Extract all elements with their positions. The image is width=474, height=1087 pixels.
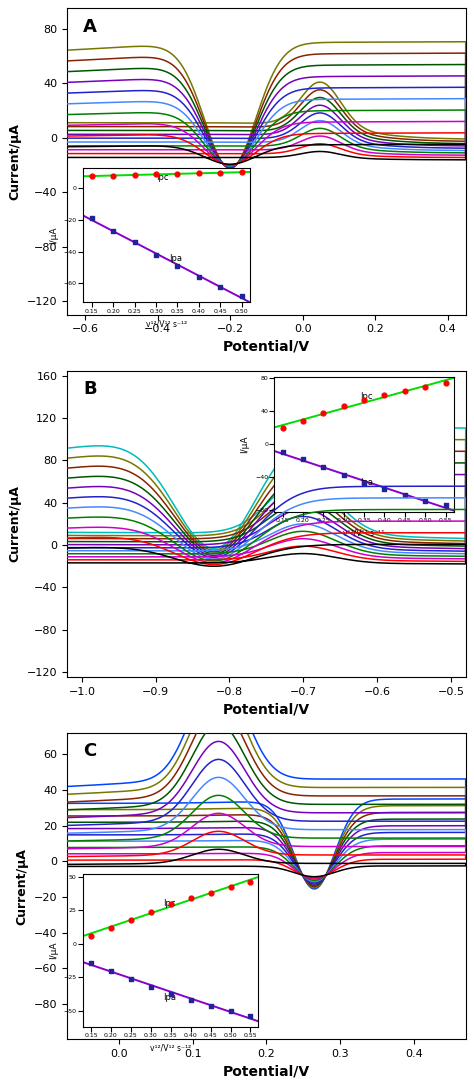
Y-axis label: Current/μA: Current/μA (15, 848, 28, 925)
Text: B: B (83, 379, 97, 398)
X-axis label: Potential/V: Potential/V (223, 702, 310, 716)
X-axis label: Potential/V: Potential/V (223, 1064, 310, 1078)
Text: A: A (83, 17, 97, 36)
Text: C: C (83, 742, 96, 760)
X-axis label: Potential/V: Potential/V (223, 340, 310, 354)
Y-axis label: Current/μA: Current/μA (9, 486, 21, 562)
Y-axis label: Current/μA: Current/μA (9, 123, 21, 200)
